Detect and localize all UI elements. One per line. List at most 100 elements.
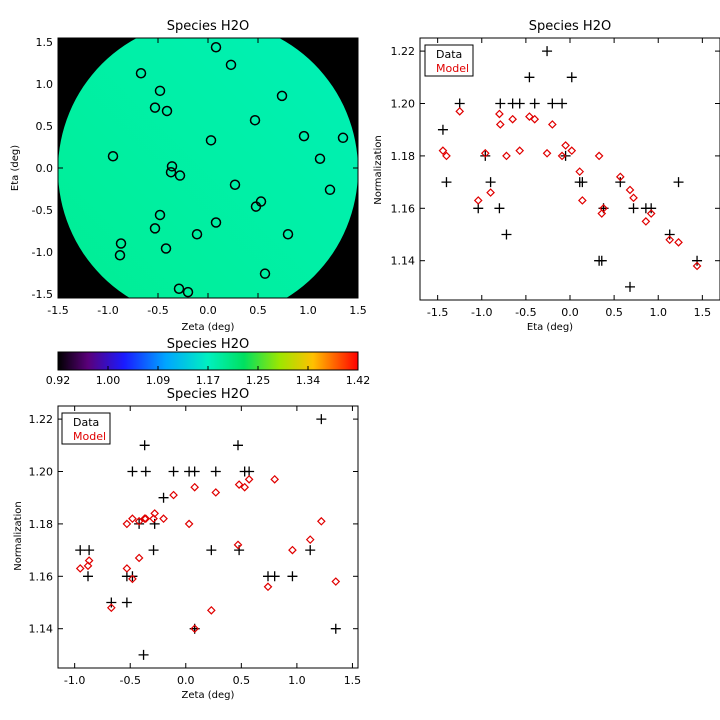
zeta-legend-model: Model	[73, 430, 106, 443]
zeta-xlabel: Zeta (deg)	[182, 690, 235, 701]
eta-xlabel: Eta (deg)	[527, 322, 573, 333]
data-point-plus	[577, 177, 588, 188]
model-point-diamond	[674, 238, 683, 247]
eta-panel: Species H2O -1.5 -1.0 -0.5 0.0 0.5 1.0 1.5 1.14…	[373, 19, 720, 333]
x-tick-label: 1.5	[344, 674, 362, 687]
model-point-diamond	[83, 561, 93, 571]
colorbar-tick-label: 1.09	[146, 374, 171, 387]
data-point-plus	[158, 492, 169, 503]
data-point-plus	[127, 466, 138, 477]
data-point-plus	[84, 545, 95, 556]
eta-axes: -1.5 -1.0 -0.5 0.0 0.5 1.0 1.5 1.14 1.16 1.18 1.20…	[391, 38, 720, 319]
model-point-diamond	[128, 514, 137, 524]
map-point-circle	[107, 151, 119, 162]
map-point-circle	[314, 153, 326, 165]
map-point-circle	[210, 217, 222, 228]
zeta-title: Species H2O	[167, 387, 249, 402]
data-point-plus	[615, 177, 626, 188]
model-point-diamond	[190, 482, 200, 492]
x-tick-label: -1.0	[97, 304, 118, 317]
map-point-circle	[249, 114, 261, 126]
data-point-plus	[75, 545, 86, 556]
y-tick-label: 0.0	[36, 162, 54, 175]
model-point-diamond	[629, 193, 638, 203]
x-tick-label: 1.5	[349, 304, 367, 317]
zeta-points	[75, 414, 341, 660]
colorbar-tick-label: 1.42	[346, 374, 371, 387]
data-point-plus	[542, 46, 553, 57]
data-point-plus	[168, 466, 179, 477]
data-point-plus	[524, 72, 535, 83]
x-tick-label: -1.5	[47, 304, 68, 317]
x-tick-label: 0.5	[605, 306, 623, 319]
model-point-diamond	[557, 151, 567, 161]
map-point-circle	[149, 223, 161, 234]
data-point-plus	[596, 255, 607, 266]
data-point-plus	[454, 98, 465, 109]
colorbar-ticks: 0.92 1.00 1.09 1.17 1.25 1.34 1.42	[46, 366, 371, 387]
y-tick-label: -1.0	[32, 246, 53, 259]
y-tick-label: 1.18	[391, 150, 416, 163]
map-point-circle	[149, 102, 161, 113]
data-point-plus	[83, 571, 93, 582]
data-point-plus	[473, 203, 484, 214]
x-tick-label: 0.0	[199, 304, 217, 317]
model-point-diamond	[502, 151, 511, 161]
data-point-plus	[139, 440, 150, 451]
map-point-circle	[259, 268, 271, 279]
model-point-diamond	[594, 151, 604, 161]
x-tick-label: 1.0	[288, 674, 306, 687]
model-point-diamond	[542, 148, 552, 158]
data-point-plus	[138, 649, 149, 660]
model-point-diamond	[561, 141, 570, 150]
data-point-plus	[140, 466, 151, 477]
data-point-plus	[485, 177, 496, 188]
zeta-legend-data: Data	[73, 416, 99, 429]
x-tick-label: 1.0	[649, 306, 667, 319]
y-tick-label: 1.14	[391, 255, 416, 268]
model-point-diamond	[597, 209, 607, 218]
data-point-plus	[244, 466, 255, 477]
model-point-diamond	[263, 582, 273, 592]
colorbar-tick-label: 1.00	[96, 374, 121, 387]
zeta-legend: Data Model	[61, 412, 111, 445]
map-point-circle	[114, 249, 126, 261]
map-point-circle	[229, 179, 241, 191]
eta-title: Species H2O	[529, 19, 611, 34]
map-point-circle	[154, 85, 166, 97]
map-point-circle	[135, 67, 147, 79]
map-point-circle	[160, 243, 172, 254]
map-point-circle	[191, 229, 203, 240]
eta-points	[437, 46, 703, 292]
x-tick-label: 1.0	[299, 304, 317, 317]
model-point-diamond	[244, 475, 254, 484]
eta-legend-box	[424, 44, 474, 77]
colorbar: Species H2O 0.92 1.00 1.09 1.17 1.25 1.34 1.42	[46, 337, 371, 387]
map-point-circle	[173, 283, 185, 295]
y-tick-label: 0.5	[36, 120, 54, 133]
model-point-diamond	[122, 519, 132, 529]
eta-legend: Data Model	[424, 44, 474, 77]
model-point-diamond	[665, 235, 675, 245]
y-tick-label: 1.18	[29, 518, 54, 531]
data-point-plus	[121, 597, 132, 608]
data-point-plus	[480, 150, 491, 161]
map-point-circle	[165, 166, 177, 178]
model-point-diamond	[625, 185, 635, 195]
map-point-circle	[210, 41, 222, 53]
data-point-plus	[287, 571, 298, 582]
x-tick-label: 0.5	[233, 674, 251, 687]
model-point-diamond	[288, 545, 297, 555]
data-point-plus	[514, 98, 525, 109]
x-tick-label: -1.5	[427, 306, 448, 319]
data-point-plus	[189, 466, 200, 477]
model-point-diamond	[128, 574, 137, 584]
model-point-diamond	[270, 475, 280, 484]
model-point-diamond	[233, 540, 243, 550]
data-point-plus	[305, 545, 316, 556]
x-tick-label: -0.5	[147, 304, 168, 317]
model-point-diamond	[646, 209, 656, 218]
model-point-diamond	[206, 606, 216, 615]
map-point-circle	[298, 130, 310, 142]
zeta-axes: -1.0 -0.5 0.0 0.5 1.0 1.5 1.14 1.16 1.18 1.20 1.22	[29, 406, 362, 687]
